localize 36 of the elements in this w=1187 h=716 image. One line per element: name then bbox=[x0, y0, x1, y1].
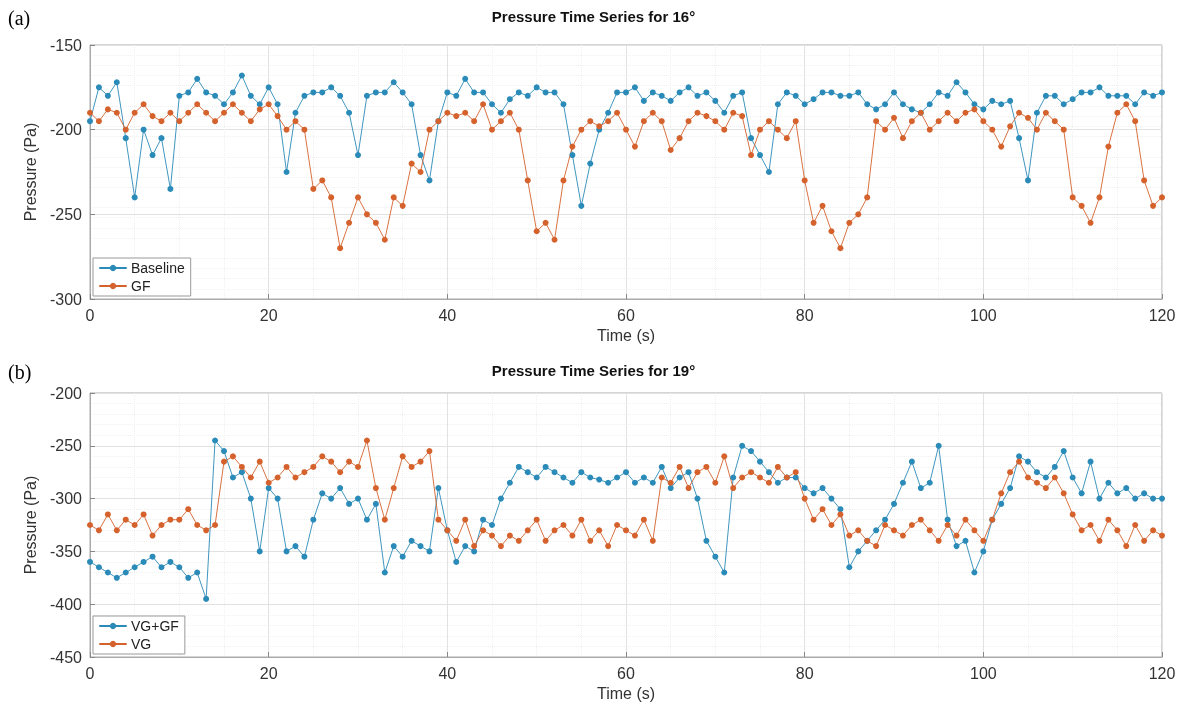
x-tick-label: 60 bbox=[617, 664, 635, 682]
x-tick-label: 0 bbox=[85, 664, 95, 682]
chart-title: Pressure Time Series for 16° bbox=[491, 8, 696, 25]
text: (b) bbox=[8, 361, 32, 384]
chart-title: Pressure Time Series for 19° bbox=[491, 362, 696, 379]
text: (a) bbox=[8, 7, 31, 30]
y-tick-label: -250 bbox=[49, 205, 83, 223]
y-tick-label: -150 bbox=[49, 36, 83, 54]
x-tick-label: 40 bbox=[438, 306, 457, 324]
x-tick-label: 120 bbox=[1148, 664, 1176, 682]
x-axis-title: Time (s) bbox=[596, 327, 656, 345]
x-tick-label: 40 bbox=[438, 664, 457, 682]
y-tick-label: -300 bbox=[49, 490, 83, 508]
y-tick-label: -400 bbox=[49, 595, 83, 613]
x-tick-label: 20 bbox=[259, 306, 278, 324]
y-axis-title: Pressure (Pa) bbox=[21, 475, 39, 575]
y-tick-label: -350 bbox=[49, 542, 83, 560]
x-tick-label: 120 bbox=[1148, 306, 1176, 324]
y-tick-label: -450 bbox=[49, 648, 83, 666]
x-tick-label: 80 bbox=[795, 306, 814, 324]
x-tick-label: 60 bbox=[617, 306, 635, 324]
x-tick-label: 0 bbox=[85, 306, 95, 324]
y-tick-label: -250 bbox=[49, 437, 83, 455]
x-tick-label: 80 bbox=[795, 664, 814, 682]
legend-label: VG+GF bbox=[131, 618, 179, 634]
legend-label: GF bbox=[131, 278, 151, 294]
legend-label: Baseline bbox=[131, 260, 185, 276]
y-axis-title: Pressure (Pa) bbox=[21, 122, 39, 222]
x-tick-label: 20 bbox=[259, 664, 278, 682]
x-axis-title: Time (s) bbox=[596, 685, 656, 703]
legend-label: VG bbox=[131, 636, 152, 652]
y-tick-label: -200 bbox=[49, 384, 83, 402]
y-tick-label: -300 bbox=[49, 290, 83, 308]
x-tick-label: 100 bbox=[969, 664, 997, 682]
y-tick-label: -200 bbox=[49, 121, 83, 139]
x-tick-label: 100 bbox=[969, 306, 997, 324]
